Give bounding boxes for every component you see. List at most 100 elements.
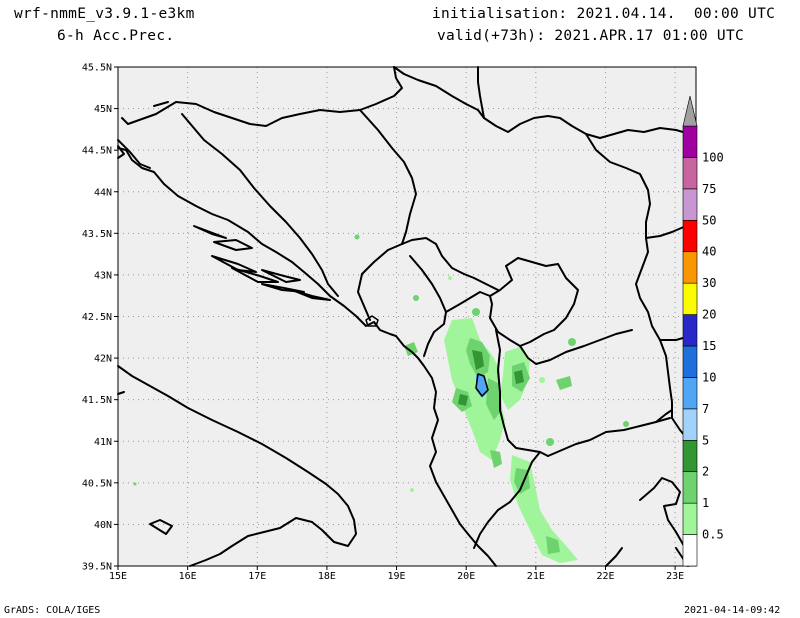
coastline — [149, 519, 173, 535]
colorbar-swatch — [682, 408, 698, 441]
island — [117, 145, 125, 159]
island — [261, 283, 305, 293]
lat-tick-label: 43.5N — [82, 229, 112, 240]
precip-patch — [556, 376, 572, 390]
axis-labels: 45.5N 45N 44.5N 44N 43.5N 43N 42.5N 42N 41.5N 41N… — [82, 63, 684, 583]
lat-tick-label: 41.5N — [82, 395, 112, 406]
lat-tick-label: 42.5N — [82, 312, 112, 323]
border — [489, 257, 579, 347]
map-background — [118, 67, 696, 566]
lon-tick-label: 19E — [388, 571, 406, 582]
colorbar-swatch — [682, 502, 698, 535]
border — [519, 329, 633, 365]
colorbar-label: 15 — [702, 339, 716, 353]
lat-tick-label: 41N — [94, 437, 112, 448]
footer-grads: GrADS: COLA/IGES — [4, 605, 101, 616]
colorbar-label: 20 — [702, 308, 716, 322]
island — [211, 255, 257, 273]
precip-patch — [458, 394, 468, 406]
colorbar-label: 30 — [702, 276, 716, 290]
border — [357, 243, 403, 321]
map-grid — [118, 67, 696, 566]
colorbar-label: 10 — [702, 370, 716, 384]
valid-time: valid(+73h): 2021.APR.17 01:00 UTC — [437, 28, 745, 44]
colorbar-swatch — [682, 125, 698, 158]
precip-dot — [410, 488, 414, 492]
precip-dot — [623, 421, 629, 427]
colorbar-label: 2 — [702, 465, 709, 479]
precip-patch — [404, 342, 418, 356]
border — [547, 417, 671, 457]
colorbar-swatch — [682, 157, 698, 190]
lon-tick-label: 21E — [527, 571, 545, 582]
colorbar-label: 50 — [702, 213, 716, 227]
island — [193, 225, 227, 239]
lon-tick-label: 17E — [248, 571, 266, 582]
border — [181, 113, 339, 297]
lon-tick-label: 22E — [596, 571, 614, 582]
colorbar-label: 7 — [702, 402, 709, 416]
border — [393, 66, 697, 139]
lake — [475, 373, 489, 397]
coastline — [117, 391, 125, 395]
field-title: 6-h Acc.Prec. — [57, 28, 175, 44]
colorbar-swatch — [682, 251, 698, 284]
colorbar-label: 0.5 — [702, 528, 724, 542]
precip-dot — [448, 276, 452, 280]
colorbar-swatch — [682, 345, 698, 378]
lat-tick-label: 39.5N — [82, 562, 112, 573]
island — [261, 269, 301, 283]
border — [401, 237, 499, 291]
border — [153, 101, 169, 107]
island — [291, 289, 331, 301]
colorbar: 0.5 1 2 5 7 10 15 20 30 40 50 75 100 — [682, 95, 724, 567]
island — [213, 239, 253, 251]
lat-tick-label: 44.5N — [82, 146, 112, 157]
lat-tick-label: 40N — [94, 520, 112, 531]
lon-tick-label: 23E — [666, 571, 684, 582]
footer-timestamp: 2021-04-14-09:42 — [684, 605, 781, 616]
precip-patch — [486, 378, 502, 420]
colorbar-swatch — [682, 534, 698, 567]
coastline — [117, 147, 497, 567]
colorbar-label: 5 — [702, 433, 709, 447]
model-title: wrf-nmmE_v3.9.1-e3km — [14, 6, 195, 22]
island — [117, 139, 151, 169]
border — [127, 66, 403, 127]
border — [495, 329, 549, 457]
precip-dot — [539, 377, 545, 383]
precip-patch — [514, 370, 524, 384]
colorbar-swatch — [682, 471, 698, 504]
border — [445, 291, 491, 313]
precip-dot — [472, 308, 480, 316]
colorbar-swatch — [682, 282, 698, 315]
precip-dot — [546, 438, 554, 446]
border — [359, 109, 417, 245]
lat-tick-label: 43N — [94, 270, 112, 281]
precip-patch — [546, 536, 560, 554]
lat-tick-label: 42N — [94, 354, 112, 365]
border — [473, 451, 541, 549]
lon-tick-label: 20E — [457, 571, 475, 582]
lat-tick-label: 45.5N — [82, 63, 112, 74]
border — [655, 409, 673, 423]
lon-tick-label: 18E — [318, 571, 336, 582]
lat-tick-label: 45N — [94, 104, 112, 115]
colorbar-cap — [682, 95, 698, 127]
precipitation-areas — [133, 234, 629, 563]
colorbar-label: 40 — [702, 245, 716, 259]
colorbar-swatch — [682, 219, 698, 253]
precip-patch — [444, 318, 505, 460]
lon-tick-label: 16E — [179, 571, 197, 582]
lon-tick-label: 15E — [109, 571, 127, 582]
precip-dot — [568, 338, 576, 346]
coastline — [117, 365, 357, 567]
border — [477, 66, 485, 119]
precip-dot — [413, 295, 419, 301]
precip-dot — [354, 234, 360, 240]
init-time: initialisation: 2021.04.14. 00:00 UTC — [432, 6, 776, 22]
colorbar-label: 1 — [702, 496, 709, 510]
precip-patch — [472, 350, 484, 370]
island — [231, 267, 279, 283]
